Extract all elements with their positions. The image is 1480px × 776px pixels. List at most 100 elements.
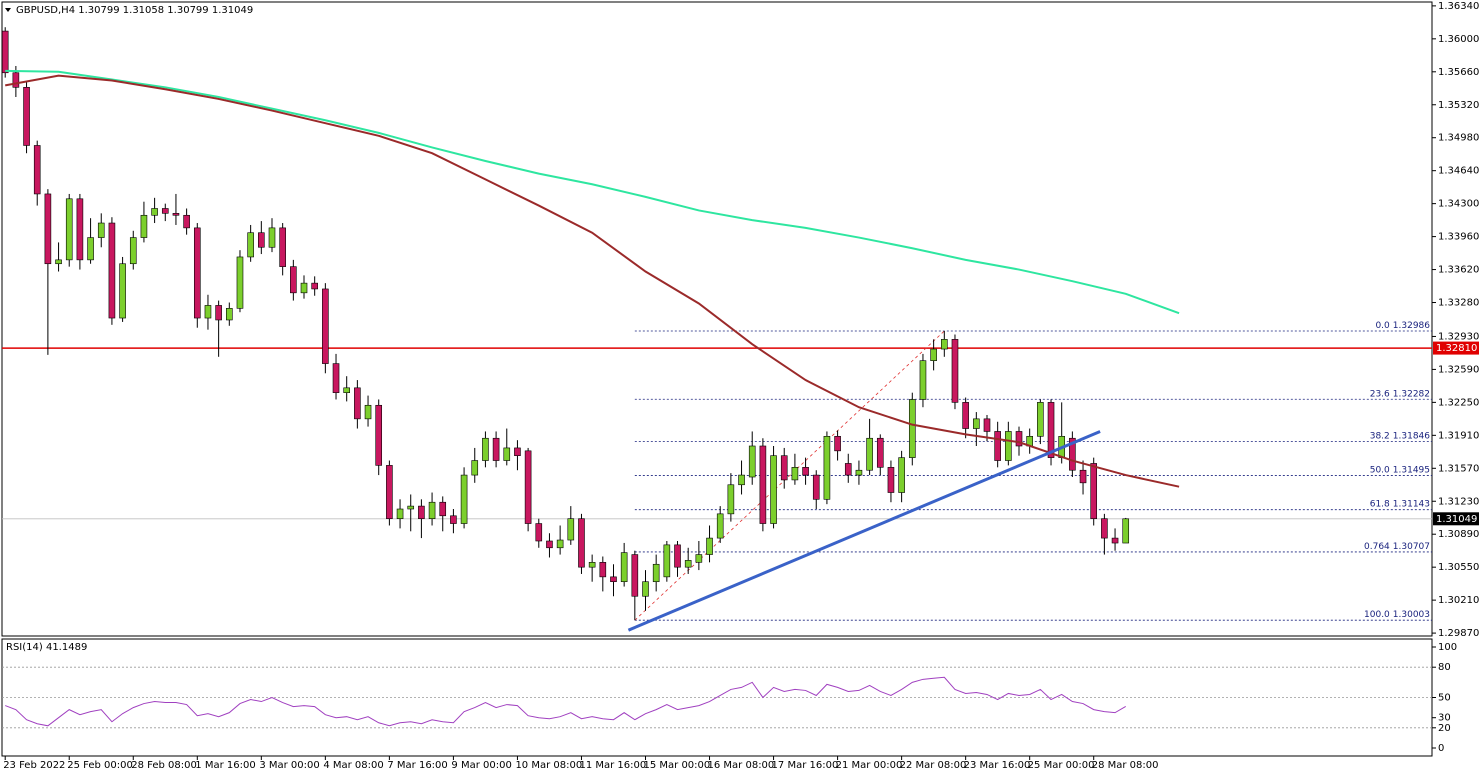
x-tick-label: 3 Mar 00:00 (259, 760, 319, 771)
candle-body (97, 222, 105, 238)
candle-body (855, 469, 863, 476)
candle-body (23, 87, 30, 146)
candle-body (695, 554, 703, 563)
rsi-tick-label: 100 (1438, 642, 1457, 653)
fib-ratio: 38.2 (1370, 431, 1390, 441)
fib-label: 0.764 1.30707 (1364, 541, 1430, 551)
candle-body (1090, 463, 1098, 520)
x-tick-label: 4 Mar 08:00 (323, 760, 383, 771)
candle-body (183, 214, 190, 229)
candle-body (236, 256, 244, 309)
candle-body (439, 501, 447, 517)
candle-body (12, 72, 20, 88)
fib-price: 1.32282 (1393, 389, 1430, 399)
candle-body (322, 288, 329, 364)
y-tick-label: 1.35320 (1438, 100, 1479, 111)
candle-body (65, 198, 73, 261)
candle-body (674, 544, 681, 568)
candle-body (204, 305, 212, 319)
fib-ratio: 50.0 (1370, 465, 1390, 475)
candle-body (663, 544, 671, 578)
candle-body (770, 455, 777, 524)
moving-average (5, 74, 1180, 488)
candle-body (599, 562, 607, 578)
y-tick-label: 1.31570 (1438, 463, 1479, 474)
candle-body (780, 455, 788, 481)
candle-body (812, 474, 820, 500)
candle-body (375, 404, 383, 466)
price-label: 1.31049 (1436, 514, 1477, 525)
y-tick-label: 1.30210 (1438, 595, 1479, 606)
fib-ratio: 23.6 (1370, 389, 1390, 399)
candle-body (759, 445, 767, 524)
x-tick-label: 17 Mar 16:00 (772, 760, 839, 771)
price-label-box (1433, 512, 1479, 526)
y-tick-label: 1.31910 (1438, 430, 1479, 441)
candle-body (962, 402, 969, 429)
fib-label: 61.8 1.31143 (1370, 499, 1430, 509)
candle-body (76, 198, 84, 261)
candle-body (290, 266, 297, 294)
rsi-tick-label: 0 (1438, 743, 1444, 754)
candle-body (546, 540, 553, 549)
candle-body (791, 467, 799, 481)
candle-body (119, 263, 126, 319)
candle-body (941, 339, 948, 350)
fib-price: 1.31143 (1393, 499, 1430, 509)
fib-label: 38.2 1.31846 (1370, 431, 1431, 441)
candle-body (684, 560, 692, 568)
y-tick-label: 1.32590 (1438, 364, 1479, 375)
candle-body (994, 431, 1001, 461)
candle-body (1, 30, 9, 74)
candle-body (364, 404, 372, 420)
candle-body (482, 437, 489, 461)
candle-body (588, 562, 596, 568)
y-tick-label: 1.29870 (1438, 628, 1479, 639)
candle-body (535, 523, 543, 542)
candle-body (908, 399, 916, 458)
candle-body (887, 467, 895, 493)
fib-label: 0.0 1.32986 (1375, 321, 1430, 331)
candle-body (1069, 437, 1076, 471)
fib-ratio: 0.764 (1364, 541, 1390, 551)
x-tick-label: 22 Mar 08:00 (900, 760, 967, 771)
candle-body (87, 237, 94, 261)
candle-body (578, 518, 585, 568)
fib-price: 1.32986 (1393, 321, 1430, 331)
rsi-title: RSI(14) 41.1489 (6, 642, 87, 653)
fib-ratio: 0.0 (1375, 321, 1390, 331)
candle-body (311, 282, 318, 290)
candle-body (193, 227, 201, 319)
rsi-tick-label: 50 (1438, 693, 1451, 704)
x-tick-label: 7 Mar 16:00 (387, 760, 447, 771)
y-tick-label: 1.32930 (1438, 331, 1479, 342)
candle-body (268, 227, 276, 248)
y-tick-label: 1.34300 (1438, 199, 1479, 210)
candle-body (930, 348, 937, 361)
candle-body (844, 463, 852, 476)
candle-body (33, 145, 41, 195)
rsi-tick-label: 30 (1438, 713, 1451, 724)
level-label-box (1433, 341, 1479, 355)
candle-body (738, 474, 745, 486)
x-tick-label: 15 Mar 00:00 (644, 760, 711, 771)
candle-body (834, 435, 841, 452)
candle-body (140, 214, 148, 238)
y-tick-label: 1.36000 (1438, 34, 1479, 45)
level-label: 1.32810 (1436, 343, 1477, 354)
candle-body (247, 232, 254, 258)
candle-body (1122, 518, 1130, 544)
trendline (627, 430, 1101, 632)
candle-body (44, 193, 52, 265)
candle-body (450, 515, 457, 524)
candle-body (386, 465, 393, 520)
y-tick-label: 1.32250 (1438, 397, 1479, 408)
candle-body (1079, 469, 1087, 484)
candle-body (279, 227, 286, 267)
rsi-tick-label: 20 (1438, 723, 1451, 734)
candle-body (1101, 518, 1108, 539)
candle-body (343, 387, 350, 393)
fib-price: 1.31846 (1393, 431, 1430, 441)
x-tick-label: 1 Mar 16:00 (195, 760, 255, 771)
y-tick-label: 1.35660 (1438, 67, 1479, 78)
